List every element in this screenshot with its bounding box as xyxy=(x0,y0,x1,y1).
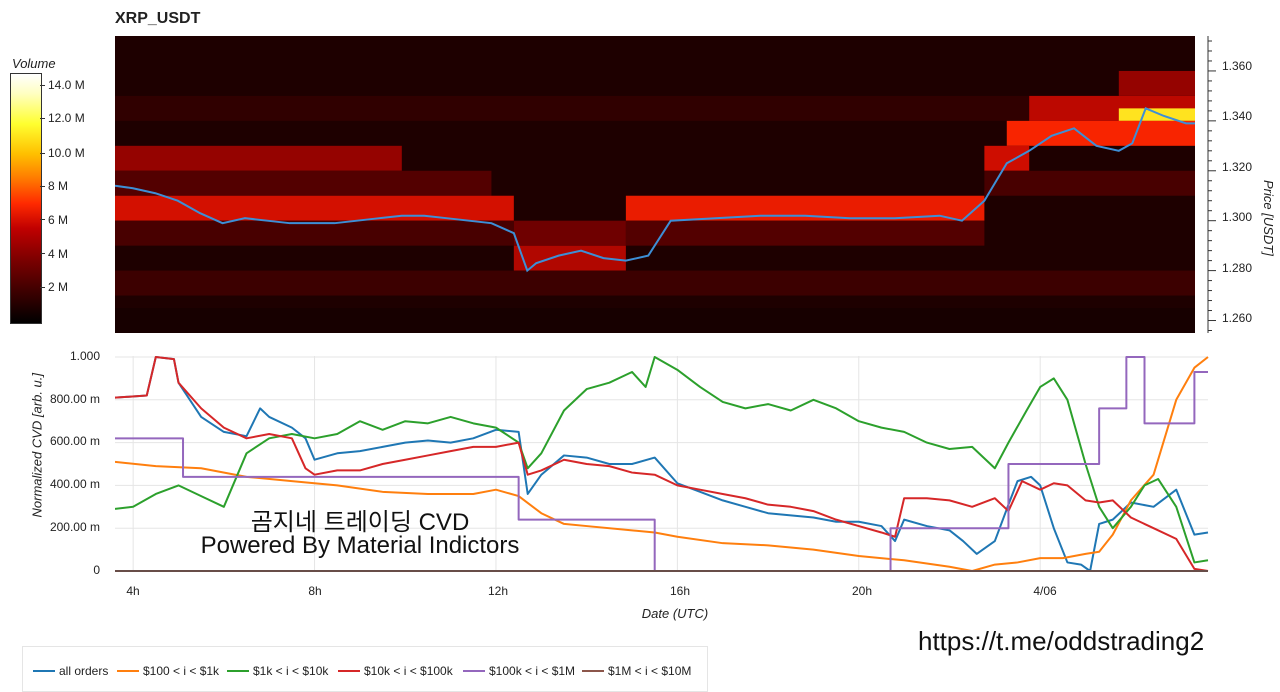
heatmap-cell xyxy=(115,170,492,196)
series-line xyxy=(115,356,1209,572)
cvd-xlabel: Date (UTC) xyxy=(641,606,709,621)
heatmap-cell xyxy=(625,220,985,246)
legend-item[interactable]: $100k < i < $1M xyxy=(463,664,575,678)
colorbar-label: Volume xyxy=(12,56,56,71)
heatmap-cell xyxy=(1006,120,1195,146)
heatmap-cell xyxy=(513,220,626,246)
heatmap-cell xyxy=(115,270,1195,296)
colorbar-tick: 2 M xyxy=(48,280,69,294)
colorbar-ticks: 14.0 M 12.0 M 10.0 M 8 M 6 M 4 M 2 M xyxy=(40,73,120,323)
cvd-chart xyxy=(115,356,1210,572)
legend-swatch xyxy=(117,670,139,672)
legend-item[interactable]: $100 < i < $1k xyxy=(117,664,219,678)
colorbar-tick: 14.0 M xyxy=(48,78,85,92)
cvd-xtick: 4/06 xyxy=(1033,584,1057,598)
cvd-ytick: 200.00 m xyxy=(49,520,100,534)
cvd-ytick: 400.00 m xyxy=(49,477,100,491)
legend-label: $100k < i < $1M xyxy=(489,664,576,678)
colorbar xyxy=(10,73,42,324)
colorbar-tick: 12.0 M xyxy=(48,111,85,125)
heatmap-cell xyxy=(1118,108,1195,121)
legend-item[interactable]: $1M < i < $10M xyxy=(582,664,691,678)
series-line xyxy=(115,356,1209,564)
price-tick: 1.340 xyxy=(1222,109,1253,123)
heatmap-cell xyxy=(115,95,1030,121)
legend-label: $100 < i < $1k xyxy=(143,664,220,678)
cvd-xtick: 20h xyxy=(851,584,873,598)
cvd-ytick: 1.000 xyxy=(69,349,100,363)
colorbar-tick: 10.0 M xyxy=(48,146,85,160)
legend-label: $10k < i < $100k xyxy=(364,664,453,678)
overlay-title: 곰지네 트레이딩 CVD xyxy=(250,509,470,536)
cvd-ylabel: Normalized CVD [arb. u.] xyxy=(29,373,45,518)
colorbar-tick: 4 M xyxy=(48,247,69,261)
legend-label: all orders xyxy=(59,664,109,678)
heatmap-cell xyxy=(984,170,1195,196)
cvd-ytick: 800.00 m xyxy=(49,392,100,406)
legend-swatch xyxy=(463,670,485,672)
heatmap-cell xyxy=(115,195,514,221)
series-line xyxy=(115,356,1209,572)
series-line xyxy=(115,356,1209,572)
legend-swatch xyxy=(33,670,55,672)
overlay-subtitle: Powered By Material Indictors xyxy=(200,532,520,559)
price-tick: 1.360 xyxy=(1222,59,1253,73)
cvd-xtick: 8h xyxy=(308,584,322,598)
cvd-ytick: 0 xyxy=(93,563,100,577)
heatmap-cell xyxy=(115,308,1195,333)
legend-swatch xyxy=(582,670,604,672)
price-tick: 1.320 xyxy=(1222,160,1253,174)
heatmap-cell xyxy=(1118,70,1195,96)
cvd-xtick: 4h xyxy=(126,584,140,598)
cvd-xtick: 12h xyxy=(487,584,509,598)
legend-item[interactable]: $10k < i < $100k xyxy=(338,664,453,678)
series-line xyxy=(115,356,1208,572)
legend: all orders $100 < i < $1k $1k < i < $10k… xyxy=(22,646,708,692)
price-line xyxy=(115,107,1195,273)
cvd-xtick: 16h xyxy=(669,584,691,598)
legend-label: $1M < i < $10M xyxy=(608,664,692,678)
legend-swatch xyxy=(338,670,360,672)
legend-item[interactable]: $1k < i < $10k xyxy=(227,664,328,678)
colorbar-tick: 8 M xyxy=(48,179,69,193)
legend-swatch xyxy=(227,670,249,672)
heatmap-cell xyxy=(984,145,1030,171)
heatmap-cell xyxy=(115,220,514,246)
price-tick: 1.300 xyxy=(1222,210,1253,224)
chart-title: XRP_USDT xyxy=(115,10,201,27)
price-axis-label: Price [USDT] xyxy=(1261,180,1276,256)
legend-item[interactable]: all orders xyxy=(33,664,108,678)
colorbar-tick: 6 M xyxy=(48,213,69,227)
telegram-link[interactable]: https://t.me/oddstrading2 xyxy=(918,626,1205,656)
price-heatmap xyxy=(115,36,1195,333)
legend-label: $1k < i < $10k xyxy=(253,664,329,678)
cvd-ytick: 600.00 m xyxy=(49,434,100,448)
price-axis xyxy=(1207,36,1216,333)
price-tick: 1.280 xyxy=(1222,261,1253,275)
price-tick: 1.260 xyxy=(1222,311,1253,325)
heatmap-cell xyxy=(115,145,402,171)
